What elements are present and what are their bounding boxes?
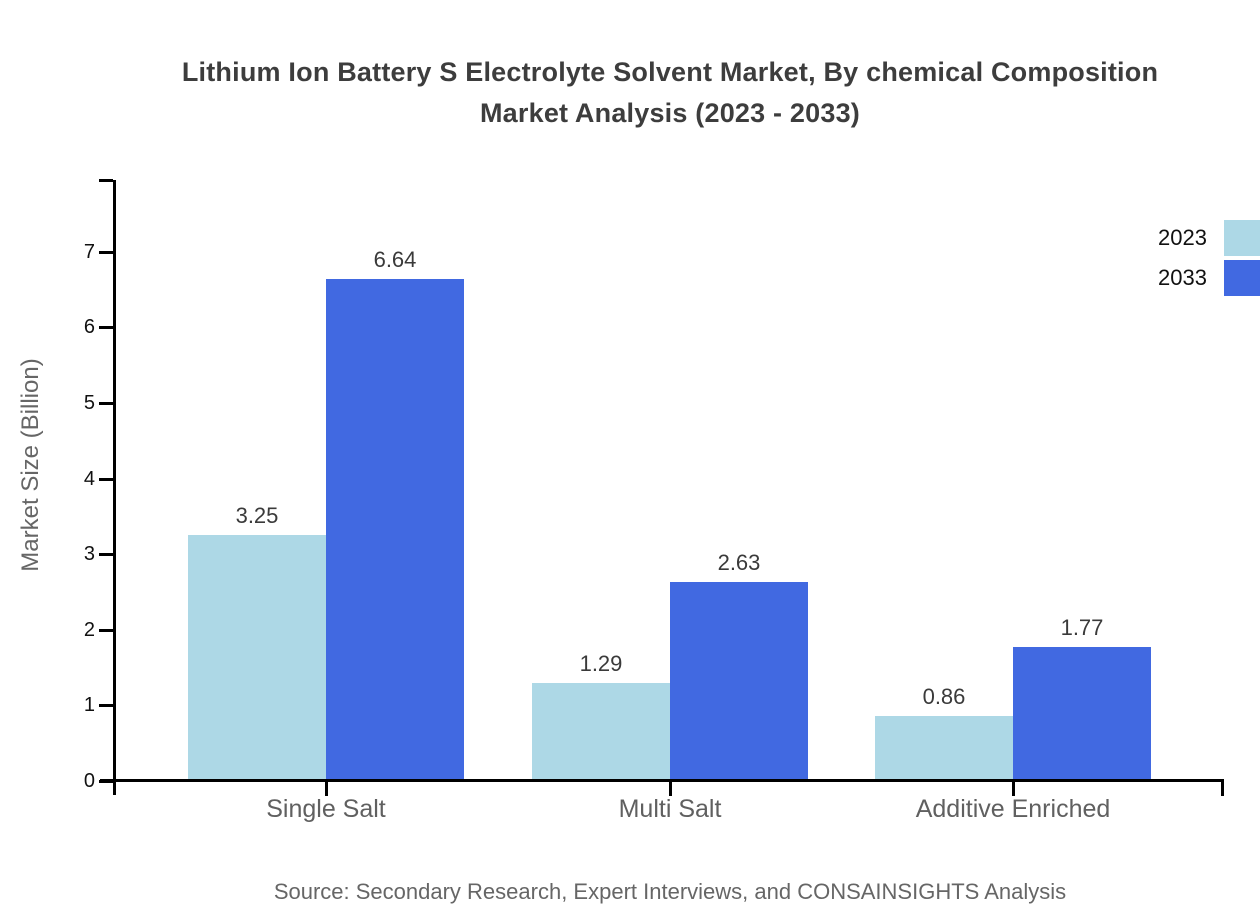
bar-2023-multi-salt (532, 683, 670, 781)
y-axis-tick-4 (99, 478, 113, 481)
chart-title-line2: Market Analysis (2023 - 2033) (479, 98, 860, 128)
bar-value-label-2033-multi-salt: 2.63 (717, 550, 761, 575)
y-axis-line (113, 180, 116, 795)
y-tick-label-2: 2 (83, 619, 95, 641)
bar-2023-additive-enriched (875, 716, 1013, 781)
y-axis-title: Market Size (Billion) (17, 358, 44, 572)
y-tick-label-0: 0 (83, 770, 95, 792)
legend-item-2023: 2023 (1158, 220, 1260, 256)
y-axis-tick-6 (99, 326, 113, 329)
x-axis-tick-multi-salt (669, 782, 672, 796)
bar-2033-single-salt (326, 279, 464, 781)
chart-title: Lithium Ion Battery S Electrolyte Solven… (90, 52, 1250, 134)
bar-value-label-2023-additive-enriched: 0.86 (922, 684, 966, 709)
y-tick-label-6: 6 (83, 316, 95, 338)
x-category-label-single-salt: Single Salt (266, 795, 386, 823)
bar-2023-single-salt (188, 535, 326, 781)
legend-swatch-2033 (1224, 260, 1260, 296)
x-axis-line (100, 779, 1224, 782)
legend-item-2033: 2033 (1158, 260, 1260, 296)
bar-value-label-2023-single-salt: 3.25 (235, 503, 279, 528)
y-axis-tick-1 (99, 704, 113, 707)
legend-label-2033: 2033 (1158, 265, 1207, 290)
x-axis-tick-single-salt (325, 782, 328, 796)
y-axis-end-tick (99, 179, 113, 182)
y-tick-label-1: 1 (83, 694, 95, 716)
x-category-label-multi-salt: Multi Salt (618, 795, 722, 823)
y-axis-tick-2 (99, 629, 113, 632)
legend-swatch-2023 (1224, 220, 1260, 256)
bar-value-label-2033-single-salt: 6.64 (373, 247, 417, 272)
x-category-label-additive-enriched: Additive Enriched (915, 795, 1111, 823)
x-axis-end-tick (1221, 782, 1224, 796)
x-axis-tick-additive-enriched (1012, 782, 1015, 796)
legend-label-2023: 2023 (1158, 225, 1207, 250)
bar-2033-multi-salt (670, 582, 808, 781)
y-tick-label-4: 4 (83, 468, 95, 490)
source-note: Source: Secondary Research, Expert Inter… (273, 879, 1067, 904)
bar-2033-additive-enriched (1013, 647, 1151, 781)
y-axis-tick-7 (99, 251, 113, 254)
y-tick-label-7: 7 (83, 241, 95, 263)
y-axis-tick-5 (99, 402, 113, 405)
chart-title-line1: Lithium Ion Battery S Electrolyte Solven… (181, 57, 1159, 87)
y-tick-label-5: 5 (83, 392, 95, 414)
y-tick-label-3: 3 (83, 543, 95, 565)
bar-value-label-2023-multi-salt: 1.29 (579, 651, 623, 676)
y-axis-tick-3 (99, 553, 113, 556)
bar-value-label-2033-additive-enriched: 1.77 (1060, 615, 1104, 640)
